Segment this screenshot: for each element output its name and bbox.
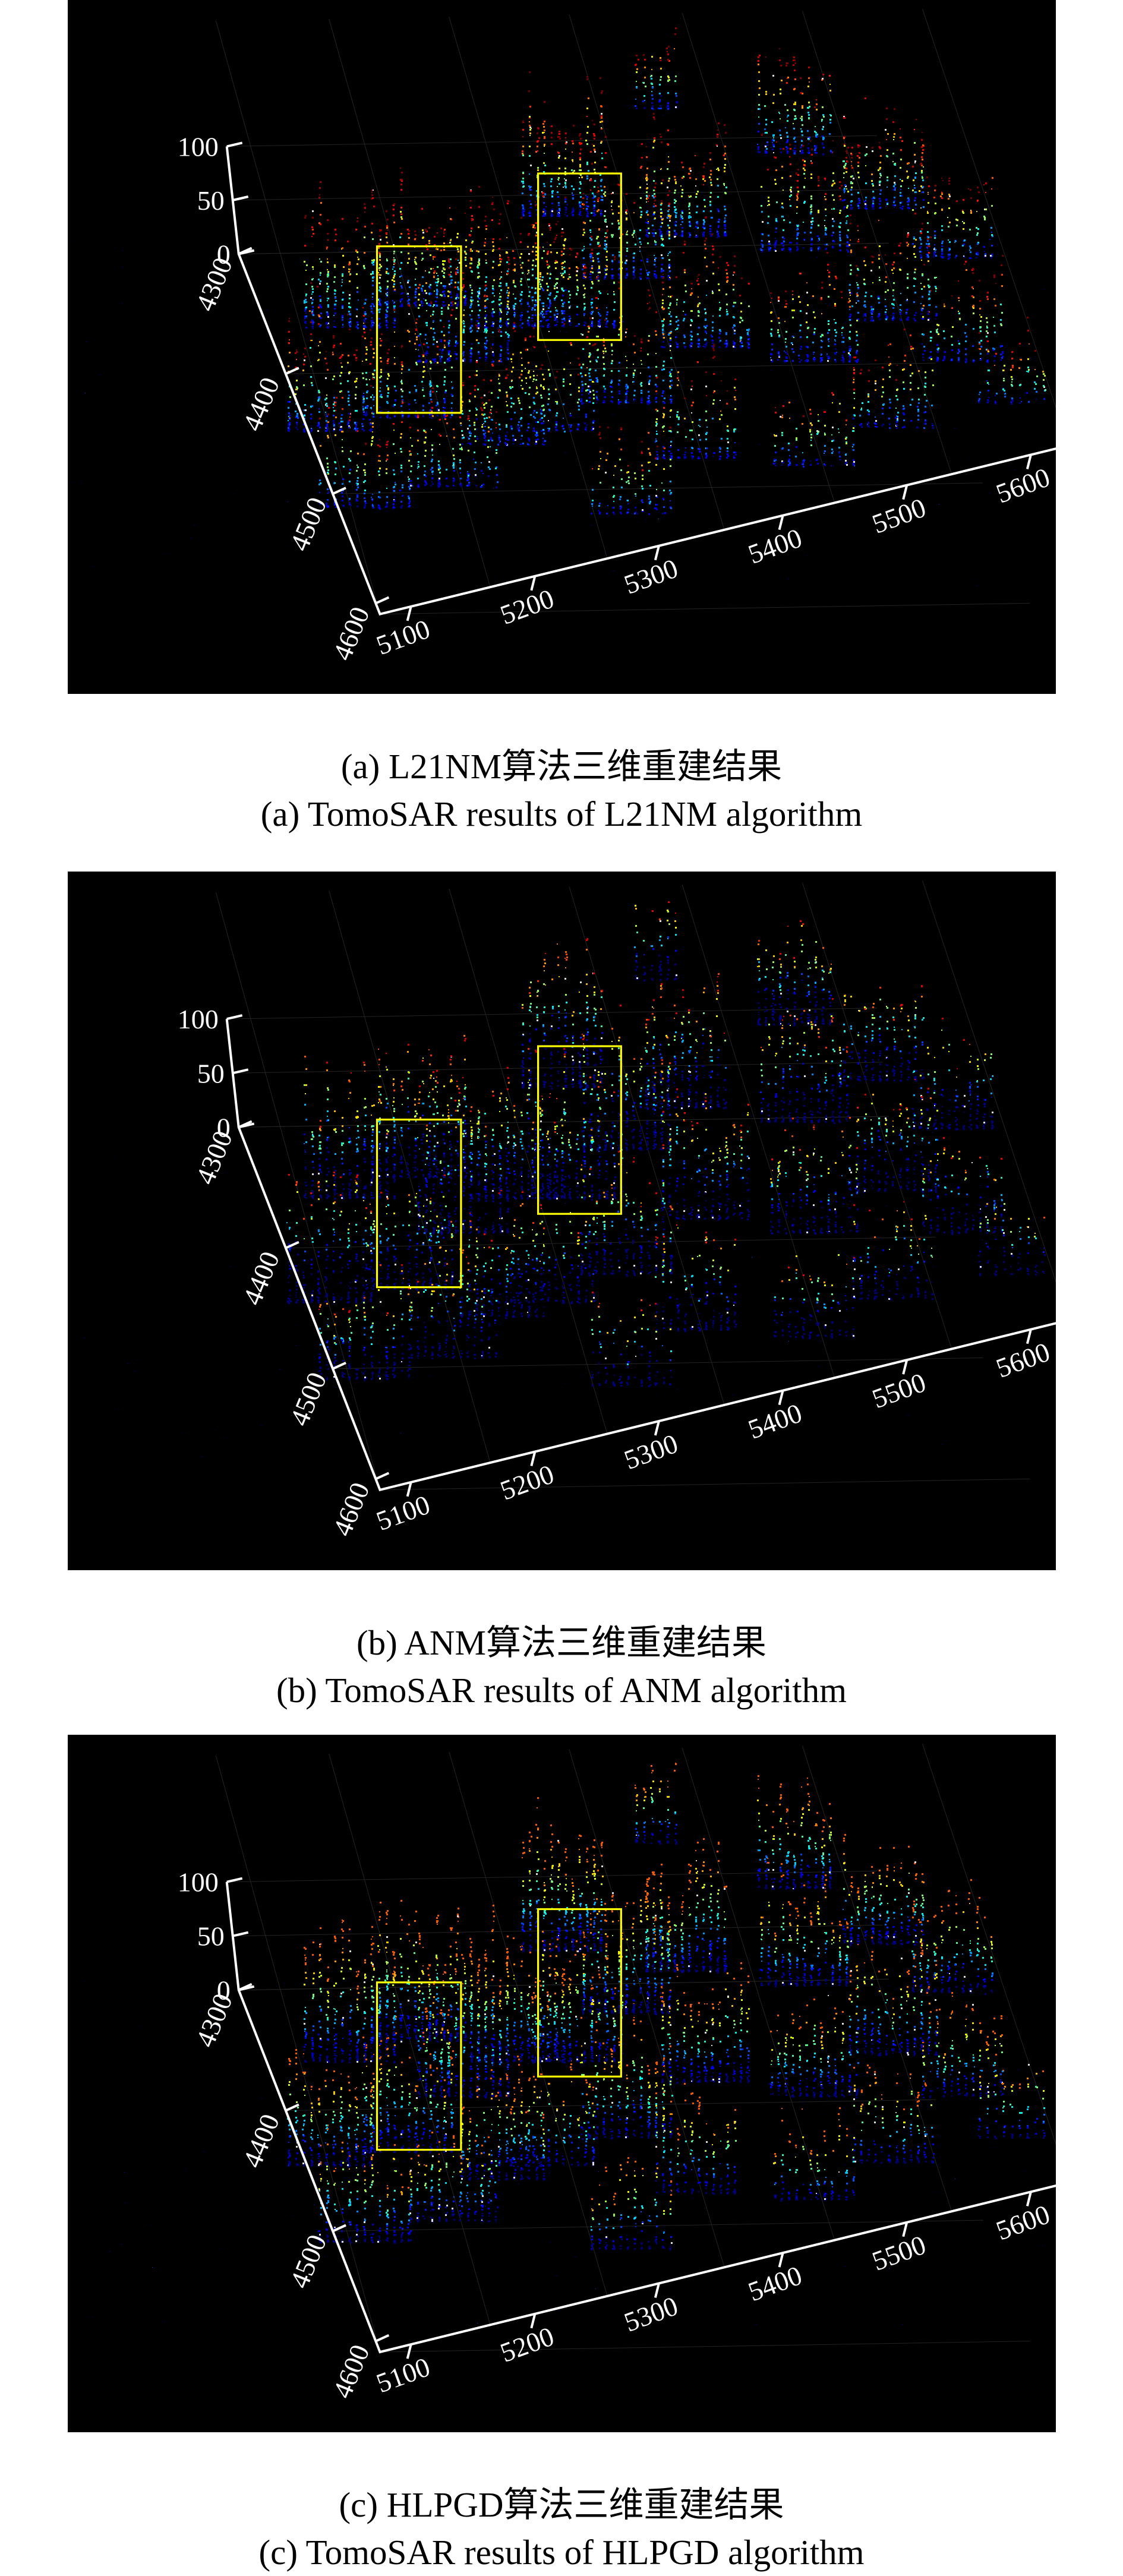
- svg-text:4400: 4400: [236, 373, 285, 435]
- svg-text:4300: 4300: [190, 1126, 238, 1188]
- svg-text:5100: 5100: [372, 614, 434, 661]
- svg-text:4300: 4300: [190, 1989, 238, 2051]
- svg-text:5300: 5300: [620, 1428, 682, 1475]
- svg-text:50: 50: [197, 185, 225, 216]
- svg-text:100: 100: [178, 1867, 219, 1898]
- svg-text:5600: 5600: [992, 462, 1054, 509]
- svg-text:5500: 5500: [868, 1367, 930, 1414]
- svg-text:4500: 4500: [284, 1368, 333, 1430]
- svg-text:5100: 5100: [372, 1489, 434, 1536]
- svg-text:5400: 5400: [744, 522, 806, 569]
- svg-text:100: 100: [178, 131, 219, 162]
- svg-text:5200: 5200: [496, 1459, 558, 1505]
- svg-text:50: 50: [197, 1058, 225, 1088]
- svg-text:4600: 4600: [327, 602, 376, 664]
- svg-text:5200: 5200: [496, 2321, 558, 2368]
- svg-text:5300: 5300: [620, 2290, 682, 2337]
- svg-text:4400: 4400: [236, 1247, 285, 1309]
- svg-text:5600: 5600: [992, 1336, 1054, 1383]
- svg-text:5500: 5500: [868, 2229, 930, 2276]
- svg-text:4400: 4400: [236, 2110, 285, 2171]
- svg-text:5400: 5400: [744, 2260, 806, 2307]
- svg-text:5100: 5100: [372, 2351, 434, 2398]
- svg-text:4600: 4600: [327, 2340, 376, 2402]
- svg-text:5400: 5400: [744, 1397, 806, 1444]
- svg-text:4500: 4500: [284, 493, 333, 555]
- svg-text:5300: 5300: [620, 553, 682, 599]
- svg-text:4300: 4300: [190, 253, 238, 315]
- svg-text:50: 50: [197, 1921, 225, 1952]
- svg-text:100: 100: [178, 1004, 219, 1034]
- svg-text:5500: 5500: [868, 492, 930, 539]
- svg-text:4600: 4600: [327, 1478, 376, 1540]
- svg-text:4500: 4500: [284, 2230, 333, 2292]
- svg-text:5600: 5600: [992, 2199, 1054, 2246]
- svg-text:5200: 5200: [496, 583, 558, 630]
